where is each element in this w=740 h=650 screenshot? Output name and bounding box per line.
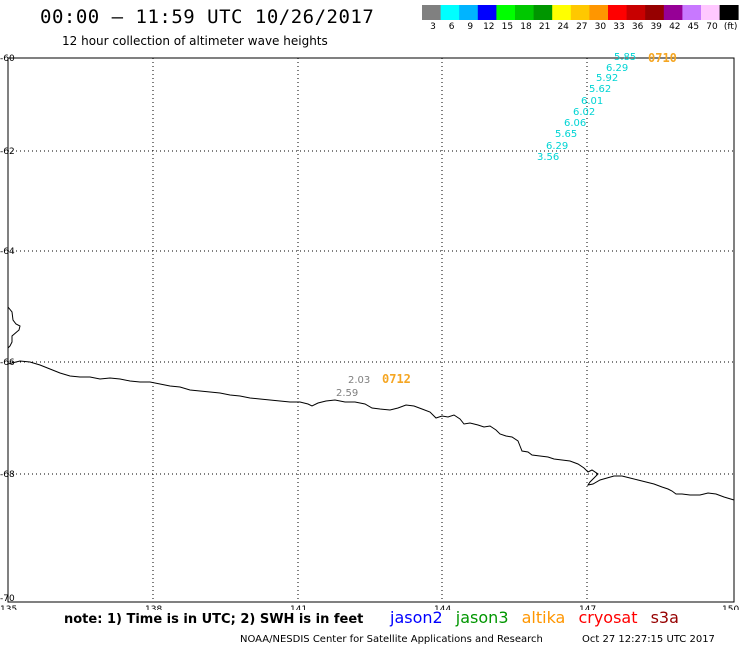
- legend-cryosat: cryosat: [578, 608, 638, 627]
- colorbar-label: 9: [467, 22, 474, 32]
- colorbar-swatch: [459, 5, 479, 20]
- swh-value: 5.65: [555, 129, 577, 140]
- footnote: note: 1) Time is in UTC; 2) SWH is in fe…: [64, 612, 364, 627]
- swh-value: 3.56: [537, 152, 559, 163]
- colorbar-label: 18: [520, 22, 532, 32]
- lat-label: -66: [0, 358, 15, 368]
- colorbar-label: 45: [687, 22, 700, 32]
- timestamp-text: Oct 27 12:27:15 UTC 2017: [582, 634, 715, 645]
- lat-label: -68: [0, 470, 15, 480]
- graticule: [8, 58, 734, 602]
- legend-jason3: jason3: [455, 608, 509, 627]
- map-frame: [7, 57, 735, 603]
- colorbar-swatch: [682, 5, 702, 20]
- lat-label: -70: [0, 594, 15, 604]
- colorbar-label: 15: [501, 22, 514, 32]
- swh-value: 5.92: [596, 73, 618, 84]
- lat-labels: -60 -62 -64 -66 -68 -70: [0, 54, 15, 604]
- colorbar-label: 42: [669, 22, 681, 32]
- legend-altika: altika: [521, 608, 566, 627]
- colorbar-swatch: [515, 5, 534, 20]
- colorbar-swatch: [533, 5, 553, 20]
- swh-value: 2.59: [336, 388, 358, 399]
- colorbar-label: 33: [613, 22, 625, 32]
- map-title: 00:00 – 11:59 UTC 10/26/2017: [40, 6, 375, 28]
- altimeter-map: -60 -62 -64 -66 -68 -70 135 138 141 144 …: [0, 51, 739, 610]
- wave-height-colorbar: [422, 5, 739, 20]
- colorbar-label: 39: [650, 22, 662, 32]
- colorbar-label: 6: [448, 22, 455, 32]
- colorbar-swatch: [440, 5, 460, 20]
- colorbar-label: 70: [706, 22, 718, 32]
- coastline: [7, 306, 735, 501]
- satellite-legend: jason2 jason3 altika cryosat s3a: [390, 608, 687, 627]
- colorbar-label: 24: [557, 22, 569, 32]
- swh-value: 6.06: [564, 118, 586, 129]
- swh-value: 5.85: [614, 52, 636, 63]
- track-0712: 2.03 0712 2.59: [336, 372, 411, 399]
- lon-label: 141: [290, 605, 307, 610]
- colorbar-swatch: [626, 5, 646, 20]
- colorbar-labels: 3 6 9 12 15 18 21 24 27 30 33 36 39 42 45 70 (ft): [422, 22, 740, 36]
- map-subtitle: 12 hour collection of altimeter wave hei…: [62, 34, 328, 48]
- colorbar-swatch: [701, 5, 720, 20]
- colorbar-label: 30: [594, 22, 607, 32]
- colorbar-swatch: [589, 5, 609, 20]
- colorbar-label: 21: [538, 22, 551, 32]
- colorbar-swatch: [422, 5, 441, 20]
- colorbar-label: 36: [631, 22, 644, 32]
- lon-label: 138: [145, 605, 162, 610]
- track-time-tag: 0710: [648, 51, 677, 65]
- lon-label: 135: [0, 605, 17, 610]
- lon-label: 147: [579, 605, 596, 610]
- colorbar-swatch: [552, 5, 572, 20]
- legend-s3a: s3a: [650, 608, 679, 627]
- swh-value: 6.29: [546, 141, 568, 152]
- colorbar-swatch: [719, 5, 739, 20]
- colorbar-swatch: [663, 5, 683, 20]
- colorbar-label: 3: [430, 22, 436, 32]
- lon-label: 150: [722, 605, 739, 610]
- lat-label: -62: [0, 147, 15, 157]
- swh-value: 2.03: [348, 375, 370, 386]
- colorbar-label: 27: [576, 22, 588, 32]
- colorbar-label: (ft): [723, 22, 738, 32]
- colorbar-swatch: [477, 5, 497, 20]
- credit-text: NOAA/NESDIS Center for Satellite Applica…: [240, 634, 543, 645]
- colorbar-swatch: [496, 5, 516, 20]
- lon-label: 144: [434, 605, 451, 610]
- swh-value: 6.01: [581, 96, 603, 107]
- lon-labels: 135 138 141 144 147 150: [0, 605, 739, 610]
- lat-label: -64: [0, 247, 15, 257]
- track-time-tag: 0712: [382, 372, 411, 386]
- legend-jason2: jason2: [390, 608, 443, 627]
- track-0710: 5.85 0710 6.29 5.92 5.62 6.01 6.02 6.06 …: [537, 51, 677, 163]
- swh-value: 6.29: [606, 63, 628, 74]
- lat-label: -60: [0, 54, 15, 64]
- colorbar-swatch: [570, 5, 590, 20]
- swh-value: 5.62: [589, 84, 611, 95]
- colorbar-swatch: [608, 5, 627, 20]
- swh-value: 6.02: [573, 107, 595, 118]
- colorbar-label: 12: [483, 22, 495, 32]
- colorbar-swatch: [645, 5, 665, 20]
